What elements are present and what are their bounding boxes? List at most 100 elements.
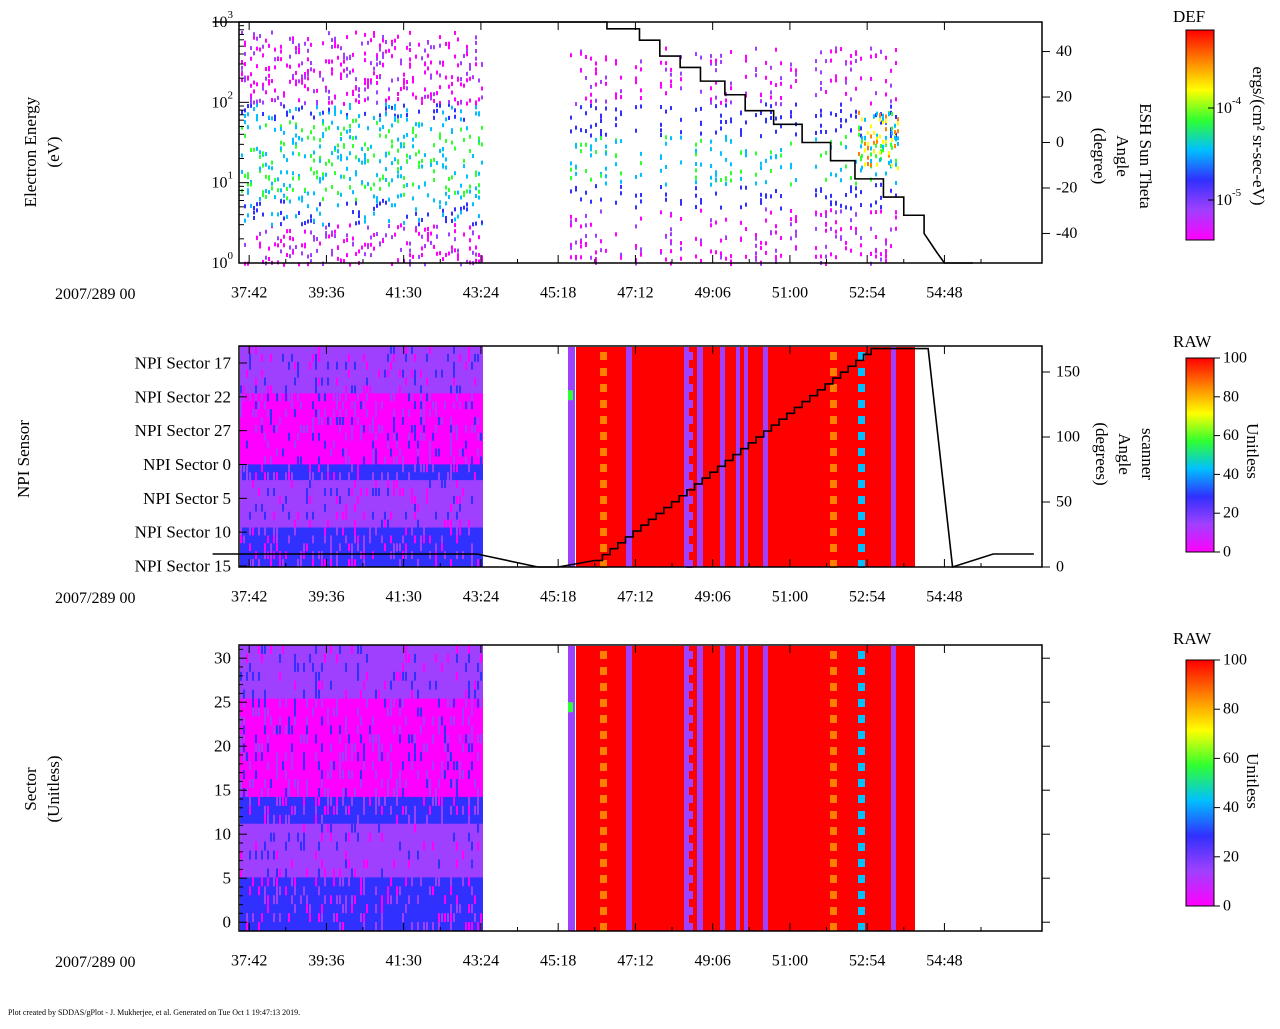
heatmap-cell	[372, 488, 374, 497]
heatmap-cell	[411, 877, 413, 887]
heatmap-cell	[261, 645, 263, 655]
spectrogram-cell	[660, 104, 662, 109]
heatmap-cell	[441, 369, 443, 379]
heatmap-cell	[255, 743, 257, 753]
heatmap-dash	[686, 683, 693, 691]
spectrogram-cell	[415, 122, 417, 127]
spectrogram-cell	[472, 222, 474, 227]
heatmap-cell	[282, 868, 284, 878]
spectrogram-cell	[415, 225, 417, 230]
heatmap-cell	[465, 698, 467, 709]
heatmap-cell	[297, 788, 299, 798]
spectrogram-cell	[343, 101, 345, 106]
spectrogram-cell	[885, 135, 887, 140]
heatmap-cell	[453, 377, 455, 386]
heatmap-cell	[321, 770, 323, 780]
heatmap-cell	[279, 716, 281, 726]
spectrogram-cell	[695, 180, 697, 185]
spectrogram-cell	[835, 210, 837, 215]
spectrogram-cell	[481, 255, 483, 260]
heatmap-cell	[390, 511, 392, 521]
heatmap-cell	[240, 850, 242, 860]
heatmap-cell	[258, 369, 260, 379]
heatmap-cell	[426, 464, 428, 473]
spectrogram-cell	[358, 210, 360, 215]
heatmap-cell	[342, 369, 344, 379]
spectrogram-cell	[830, 58, 832, 63]
heatmap-cell	[411, 432, 413, 442]
spectrogram-cell	[250, 83, 252, 88]
heatmap-cell	[471, 653, 473, 664]
spectrogram-cell	[331, 184, 333, 189]
heatmap-cell	[276, 353, 278, 363]
heatmap-cell	[429, 895, 431, 905]
heatmap-dash	[600, 368, 607, 376]
heatmap-dash	[600, 384, 607, 392]
heatmap-cell	[414, 361, 416, 371]
heatmap-cell	[270, 779, 272, 789]
heatmap-cell	[396, 653, 398, 664]
heatmap-cell	[282, 559, 284, 568]
spectrogram-cell	[424, 182, 426, 187]
panel2-ytick-label: NPI Sector 22	[135, 387, 231, 406]
heatmap-cell	[315, 850, 317, 860]
spectrogram-cell	[882, 144, 884, 149]
spectrogram-cell	[790, 110, 792, 115]
spectrogram-cell	[478, 97, 480, 102]
panel1-sun-theta-line	[212, 21, 973, 264]
heatmap-cell	[327, 770, 329, 780]
spectrogram-cell	[382, 125, 384, 130]
spectrogram-cell	[427, 40, 429, 45]
heatmap-cell	[363, 689, 365, 700]
heatmap-cell	[324, 877, 326, 887]
panel2-colorbar-title: RAW	[1173, 332, 1212, 351]
heatmap-cell	[441, 377, 443, 386]
spectrogram-cell	[760, 192, 762, 197]
heatmap-cell	[381, 456, 383, 465]
spectrogram-cell	[277, 188, 279, 193]
heatmap-dash	[686, 859, 693, 867]
spectrogram-cell	[247, 213, 249, 218]
heatmap-cell	[336, 671, 338, 682]
heatmap-cell	[336, 519, 338, 529]
heatmap-cell	[435, 409, 437, 418]
heatmap-cell	[447, 480, 449, 489]
heatmap-cell	[276, 707, 278, 717]
spectrogram-cell	[795, 233, 797, 238]
spectrogram-cell	[325, 85, 327, 90]
heatmap-cell	[375, 409, 377, 418]
heatmap-cell	[357, 377, 359, 386]
spectrogram-cell	[280, 124, 282, 129]
panel2-xtick-label: 47:12	[617, 589, 653, 606]
heatmap-cell	[387, 432, 389, 442]
colorbar-def	[1185, 29, 1215, 241]
heatmap-cell	[435, 671, 437, 682]
spectrogram-cell	[298, 79, 300, 84]
heatmap-cell	[321, 551, 323, 560]
heatmap-cell	[330, 779, 332, 789]
heatmap-cell	[369, 385, 371, 394]
heatmap-cell	[450, 698, 452, 709]
heatmap-cell	[390, 488, 392, 497]
heatmap-cell	[399, 841, 401, 852]
spectrogram-cell	[460, 206, 462, 211]
spectrogram-cell	[307, 219, 309, 224]
spectrogram-cell	[406, 153, 408, 158]
heatmap-cell	[333, 653, 335, 664]
spectrogram-cell	[885, 241, 887, 246]
heatmap-cell	[399, 385, 401, 394]
spectrogram-cell	[433, 143, 435, 148]
panel2-xtick-label: 39:36	[308, 589, 344, 606]
heatmap-cell	[390, 361, 392, 371]
spectrogram-cell	[310, 61, 312, 66]
spectrogram-cell	[436, 160, 438, 165]
heatmap-cell	[444, 743, 446, 753]
spectrogram-cell	[403, 85, 405, 90]
spectrogram-cell	[860, 243, 862, 248]
heatmap-cell	[324, 841, 326, 852]
spectrogram-cell	[427, 231, 429, 236]
spectrogram-cell	[605, 181, 607, 186]
heatmap-cell	[306, 779, 308, 789]
heatmap-cell	[318, 788, 320, 798]
heatmap-cell	[348, 877, 350, 887]
